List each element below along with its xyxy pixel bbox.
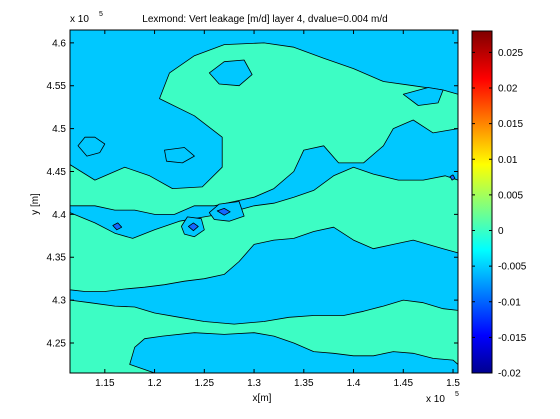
colorbar-tick-label: 0.025 [498,48,523,59]
x-axis-exponent: x 10 5 [426,391,459,405]
y-tick-label: 4.5 [52,124,66,135]
chart-title: Lexmond: Vert leakage [m/d] layer 4, dva… [142,14,387,25]
x-exponent-power: 5 [455,391,459,398]
contour-region-10 [216,207,231,216]
colorbar-tick-label: -0.02 [498,369,521,380]
y-tick-label: 4.45 [47,167,67,178]
y-axis-ticks: 4.25 4.3 4.35 4.4 4.45 4.5 4.55 4.6 [47,38,458,349]
contour-region-13 [449,174,456,181]
y-axis-exponent: x 10 5 [70,11,103,25]
x-axis-label: x[m] [253,393,272,404]
contour-region-12 [112,222,123,231]
colorbar-tick-label: 0.01 [498,155,518,166]
y-exponent-power: 5 [99,11,103,18]
x-exponent-base: x 10 [426,394,445,405]
x-axis-ticks: 1.15 1.2 1.25 1.3 1.35 1.4 1.45 1.5 [95,30,460,389]
plot-frame [69,29,459,374]
x-tick-label: 1.15 [95,378,115,389]
colorbar-tick-label: 0 [498,226,504,237]
y-tick-label: 4.35 [47,253,67,264]
y-tick-label: 4.6 [52,38,66,49]
x-tick-label: 1.3 [247,378,261,389]
x-tick-label: 1.25 [195,378,215,389]
colorbar: -0.02 -0.015 -0.01 -0.005 0 0.005 0.01 0.015 0.0… [471,30,527,380]
contour-region-5 [164,147,195,164]
x-tick-label: 1.4 [347,378,361,389]
colorbar-gradient [471,30,493,374]
y-tick-label: 4.55 [47,81,67,92]
y-axis-label: y [m] [30,193,41,215]
x-tick-label: 1.45 [394,378,414,389]
colorbar-tick-label: -0.015 [498,333,527,344]
contour-region-11 [187,222,199,232]
y-tick-label: 4.25 [47,338,67,349]
contour-region-3 [129,332,459,374]
colorbar-tick-label: -0.01 [498,297,521,308]
contour-regions [69,42,459,374]
contour-region-9 [208,59,253,87]
y-tick-label: 4.3 [52,296,66,307]
plot-area: 1.15 1.2 1.25 1.3 1.35 1.4 1.45 1.5 4.25 4.3 4.35… [47,29,460,389]
colorbar-tick-label: 0.005 [498,190,523,201]
x-tick-label: 1.35 [294,378,314,389]
y-exponent-base: x 10 [70,14,89,25]
colorbar-tick-label: -0.005 [498,262,527,273]
contour-region-8 [402,87,444,106]
colorbar-tick-label: 0.02 [498,84,518,95]
x-tick-label: 1.5 [446,378,460,389]
colorbar-tick-label: 0.015 [498,119,523,130]
colorbar-ticks: -0.02 -0.015 -0.01 -0.005 0 0.005 0.01 0.015 0.0… [472,48,527,380]
y-tick-label: 4.4 [52,210,66,221]
contour-region-4 [77,136,106,157]
x-tick-label: 1.2 [148,378,162,389]
